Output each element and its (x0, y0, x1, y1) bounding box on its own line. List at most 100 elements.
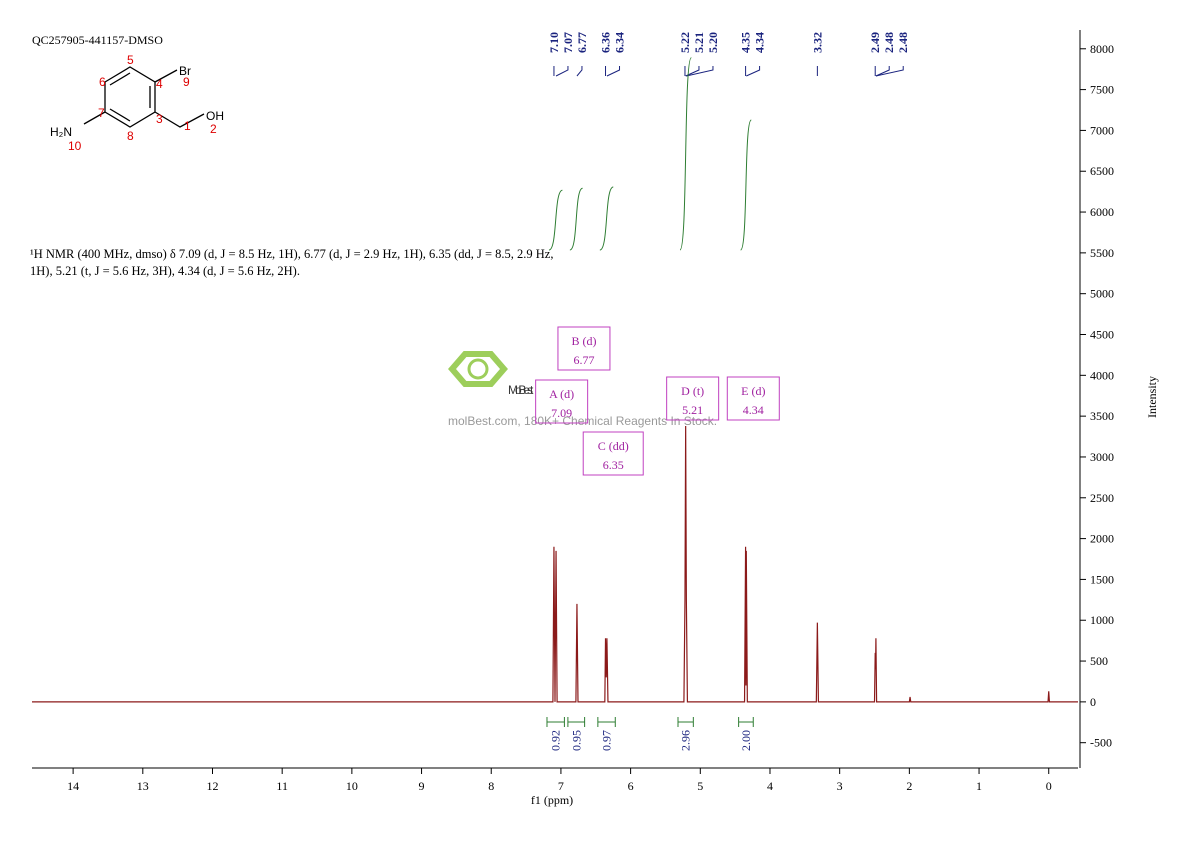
multiplet-box (582, 431, 644, 476)
atom-label: Br (179, 64, 191, 78)
atom-numbers: 1 2 3 4 5 6 7 8 9 10 (68, 53, 217, 153)
peak-connector (875, 66, 904, 77)
peak-connector (606, 66, 621, 77)
multiplet-label: D (t) (681, 384, 704, 398)
y-tick-label: 4000 (1090, 368, 1114, 382)
multiplet-label: C (dd) (598, 439, 629, 453)
peak-label: 2.49 (868, 32, 882, 53)
atom-number: 7 (98, 106, 105, 120)
atom-number: 10 (68, 139, 82, 153)
integral-label: 0.92 (549, 730, 563, 751)
x-tick-label: 0 (1046, 779, 1052, 793)
peak-connector (686, 66, 714, 77)
multiplet-box (557, 326, 611, 371)
multiplet-shift: 7.09 (551, 406, 572, 420)
atom-number: 1 (184, 119, 191, 133)
y-tick-label: -500 (1090, 736, 1112, 750)
spectrum (32, 425, 1078, 703)
atom-number: 3 (156, 112, 163, 126)
multiplet-label: E (d) (741, 384, 765, 398)
multiplet-box (726, 376, 780, 421)
x-tick-label: 8 (488, 779, 494, 793)
peak-connector (875, 66, 890, 77)
x-tick-label: 9 (419, 779, 425, 793)
peak-label: 3.32 (810, 32, 824, 53)
atom-label: H₂N (50, 125, 72, 139)
y-tick-label: 2500 (1090, 491, 1114, 505)
y-tick-label: 5000 (1090, 287, 1114, 301)
multiplet-label: B (d) (571, 334, 596, 348)
logo-hex (448, 351, 508, 387)
integral-curve (740, 119, 752, 251)
multiplet-box (535, 379, 589, 424)
peak-label: 6.34 (613, 32, 627, 53)
y-tick-label: 0 (1090, 695, 1096, 709)
atom-number: 6 (99, 75, 106, 89)
y-tick-label: 8000 (1090, 42, 1114, 56)
peak-label: 5.21 (692, 32, 706, 53)
multiplet-shift: 5.21 (682, 403, 703, 417)
watermark-text: molBest.com, 180K+ Chemical Reagents In … (448, 414, 717, 428)
peak-connector (576, 66, 583, 77)
x-tick-label: 11 (276, 779, 288, 793)
structure (83, 66, 205, 128)
y-tick-label: 1500 (1090, 572, 1114, 586)
multiplet-label: A (d) (549, 387, 574, 401)
multiplet-shift: 6.77 (573, 353, 594, 367)
atom-number: 9 (183, 75, 190, 89)
peak-label: 7.10 (547, 32, 561, 53)
integral-label: 2.96 (679, 730, 693, 751)
peak-label: 4.35 (739, 32, 753, 53)
x-tick-label: 6 (628, 779, 634, 793)
integral-label: 0.97 (600, 730, 614, 751)
x-tick-label: 7 (558, 779, 564, 793)
logo-ring (467, 358, 489, 380)
atom-number: 4 (156, 77, 163, 91)
peak-connector (555, 66, 569, 77)
x-axis-label: f1 (ppm) (531, 793, 573, 807)
y-tick-label: 3500 (1090, 409, 1114, 423)
peak-label: 2.48 (896, 32, 910, 53)
x-tick-label: 12 (206, 779, 218, 793)
peak-connector (685, 66, 700, 77)
integral-bracket (738, 717, 754, 727)
atom-label: OH (206, 109, 224, 123)
integral-label: 2.00 (739, 730, 753, 751)
y-tick-label: 7000 (1090, 123, 1114, 137)
x-tick-label: 1 (976, 779, 982, 793)
peak-label: 2.48 (882, 32, 896, 53)
integral-curve (569, 187, 584, 251)
peak-label: 5.22 (678, 32, 692, 53)
integral-bracket (567, 717, 586, 727)
y-tick-label: 4500 (1090, 328, 1114, 342)
integral-curve (548, 189, 563, 251)
y-tick-label: 500 (1090, 654, 1108, 668)
atom-number: 8 (127, 129, 134, 143)
y-tick-label: 5500 (1090, 246, 1114, 260)
multiplet-box (666, 376, 720, 421)
x-tick-label: 2 (906, 779, 912, 793)
chart-title: QC257905-441157-DMSO (32, 33, 163, 47)
peak-connector (746, 66, 761, 77)
bonds (83, 66, 205, 128)
multiplet-shift: 4.34 (743, 403, 764, 417)
atom-number: 5 (127, 53, 134, 67)
y-tick-label: 1000 (1090, 613, 1114, 627)
description: ¹H NMR (400 MHz, dmso) δ 7.09 (d, J = 8.… (30, 247, 554, 278)
peak-label: 6.77 (575, 32, 589, 53)
y-tick-label: 6500 (1090, 164, 1114, 178)
y-tick-label: 6000 (1090, 205, 1114, 219)
peak-label: 7.07 (561, 32, 575, 53)
integral-bracket (677, 717, 694, 727)
x-tick-label: 13 (137, 779, 149, 793)
integral-bracket (546, 717, 565, 727)
y-tick-label: 3000 (1090, 450, 1114, 464)
x-tick-label: 4 (767, 779, 773, 793)
y-tick-label: 2000 (1090, 532, 1114, 546)
peak-label: 5.20 (706, 32, 720, 53)
watermark: MolBest molBest.com, 180K+ Chemical Reag… (448, 351, 717, 428)
atom-number: 2 (210, 122, 217, 136)
peak-label: 4.34 (753, 32, 767, 53)
